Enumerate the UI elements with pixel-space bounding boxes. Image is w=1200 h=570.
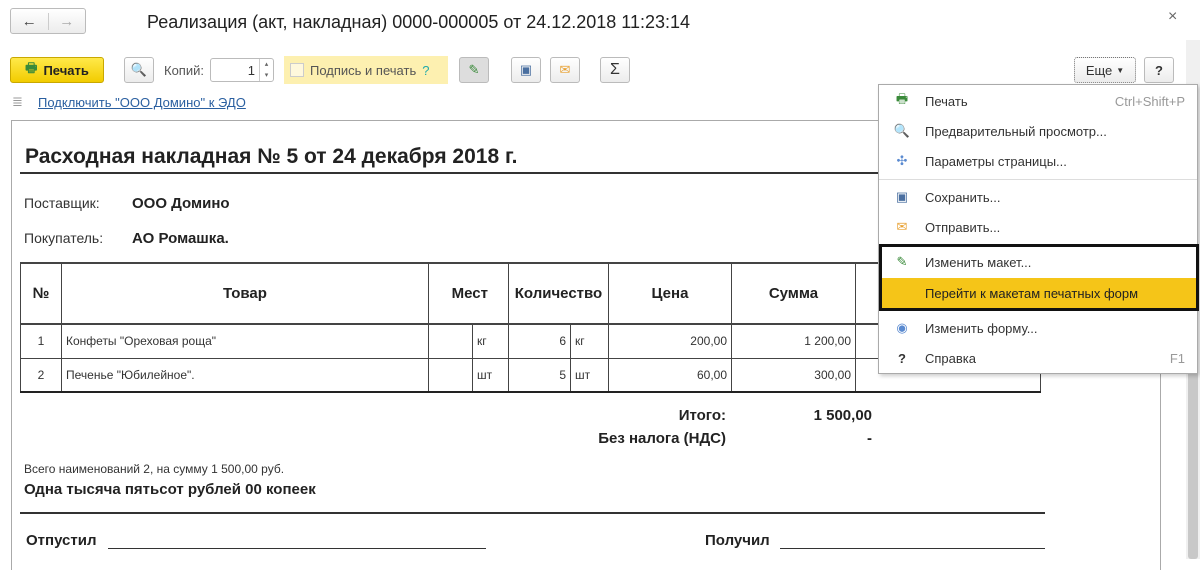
menu-item-edit-layout[interactable]: ✎ Изменить макет...	[879, 247, 1197, 277]
save-button[interactable]: ▣	[511, 57, 541, 83]
cell: кг	[472, 323, 509, 359]
window-title: Реализация (акт, накладная) 0000-000005 …	[147, 12, 691, 32]
edo-icon: ≣	[12, 94, 23, 109]
supplier-value: ООО Домино	[132, 195, 230, 212]
envelope-icon: ✉	[896, 219, 908, 234]
printer-icon: 🖶	[25, 60, 38, 75]
cell: 60,00	[608, 357, 732, 393]
released-label: Отпустил	[26, 532, 97, 549]
help-icon: ?	[898, 350, 906, 366]
save-icon: ▣	[519, 62, 533, 77]
cell: 200,00	[608, 323, 732, 359]
cell	[428, 323, 473, 359]
menu-item-print[interactable]: 🖶 Печать Ctrl+Shift+P	[879, 86, 1197, 116]
vat-label: Без налога (НДС)	[598, 430, 726, 447]
form-icon: ◉	[896, 320, 908, 335]
divider	[20, 172, 1050, 174]
edit-icon: ✎	[896, 254, 908, 269]
preview-icon: 🔍	[130, 62, 148, 77]
nav-buttons: ← →	[10, 8, 86, 34]
menu-item-send[interactable]: ✉ Отправить...	[879, 212, 1197, 242]
supplier-label: Поставщик:	[24, 195, 100, 211]
divider	[20, 512, 1045, 514]
save-icon: ▣	[895, 189, 909, 204]
sign-print-checkbox[interactable]: Подпись и печать ?	[284, 56, 448, 84]
menu-item-print-form-layouts[interactable]: Перейти к макетам печатных форм	[882, 278, 1196, 308]
col-header: Цена	[608, 262, 732, 325]
col-header: Количество	[508, 262, 609, 325]
more-menu: 🖶 Печать Ctrl+Shift+P 🔍 Предварительный про…	[878, 84, 1199, 374]
preview-icon: 🔍	[893, 123, 911, 138]
help-link[interactable]: ?	[422, 62, 430, 78]
menu-separator	[879, 179, 1197, 180]
page-settings-icon: ✣	[896, 153, 908, 168]
document-heading: Расходная накладная № 5 от 24 декабря 20…	[25, 145, 518, 168]
table-row: 2 Печенье "Юбилейное". шт 5 шт 60,00 300…	[20, 357, 1041, 393]
preview-button[interactable]: 🔍	[124, 57, 154, 83]
send-button[interactable]: ✉	[550, 57, 580, 83]
menu-item-save[interactable]: ▣ Сохранить...	[879, 182, 1197, 212]
cell: Печенье "Юбилейное".	[61, 357, 429, 393]
cell: шт	[472, 357, 509, 393]
more-button[interactable]: Еще ▼	[1074, 57, 1136, 83]
cell: 6	[508, 323, 571, 359]
col-header: Товар	[61, 262, 429, 325]
vat-value: -	[867, 430, 872, 447]
printer-icon: 🖶	[895, 91, 909, 106]
cell: 2	[20, 357, 62, 393]
menu-item-preview[interactable]: 🔍 Предварительный просмотр...	[879, 116, 1197, 146]
col-header: №	[20, 262, 62, 325]
signature-line	[108, 548, 486, 549]
copies-stepper[interactable]: 1 ▴ ▾	[210, 58, 274, 82]
total-value: 1 500,00	[813, 407, 872, 424]
sum-button[interactable]: Σ	[600, 57, 630, 83]
print-button[interactable]: 🖶 Печать	[10, 57, 104, 83]
sigma-icon: Σ	[610, 61, 620, 78]
forward-button[interactable]: →	[59, 12, 75, 30]
col-header: Мест	[428, 262, 509, 325]
cell: кг	[570, 323, 609, 359]
buyer-value: АО Ромашка.	[132, 230, 229, 247]
count-text: Всего наименований 2, на сумму 1 500,00 …	[24, 462, 285, 476]
copies-input[interactable]: 1	[247, 63, 255, 78]
copies-label: Копий:	[164, 63, 204, 78]
close-button[interactable]: ×	[1168, 8, 1178, 25]
menu-item-page-settings[interactable]: ✣ Параметры страницы...	[879, 146, 1197, 176]
edit-table-button[interactable]: ✎	[459, 57, 489, 83]
checkbox[interactable]	[290, 63, 304, 77]
menu-item-edit-form[interactable]: ◉ Изменить форму...	[879, 313, 1197, 343]
cell: 5	[508, 357, 571, 393]
highlight-frame	[879, 244, 1199, 311]
amount-in-words: Одна тысяча пятьсот рублей 00 копеек	[24, 481, 316, 498]
cell: Конфеты "Ореховая роща"	[61, 323, 429, 359]
cell	[428, 357, 473, 393]
received-label: Получил	[705, 532, 770, 549]
signature-line	[780, 548, 1045, 549]
cell: шт	[570, 357, 609, 393]
cell: 1 200,00	[731, 323, 856, 359]
help-button[interactable]: ?	[1144, 57, 1174, 83]
col-header: Сумма	[731, 262, 856, 325]
edit-table-icon: ✎	[468, 62, 480, 77]
envelope-icon: ✉	[559, 62, 571, 77]
back-button[interactable]: ←	[11, 12, 49, 30]
cell: 1	[20, 323, 62, 359]
edo-link[interactable]: Подключить "ООО Домино" к ЭДО	[38, 95, 246, 110]
chevron-down-icon: ▼	[1116, 65, 1125, 75]
cell: 300,00	[731, 357, 856, 393]
total-label: Итого:	[678, 407, 726, 424]
menu-item-help[interactable]: ? Справка F1	[879, 343, 1197, 373]
stepper-arrows[interactable]: ▴ ▾	[259, 59, 273, 81]
buyer-label: Покупатель:	[24, 230, 104, 246]
